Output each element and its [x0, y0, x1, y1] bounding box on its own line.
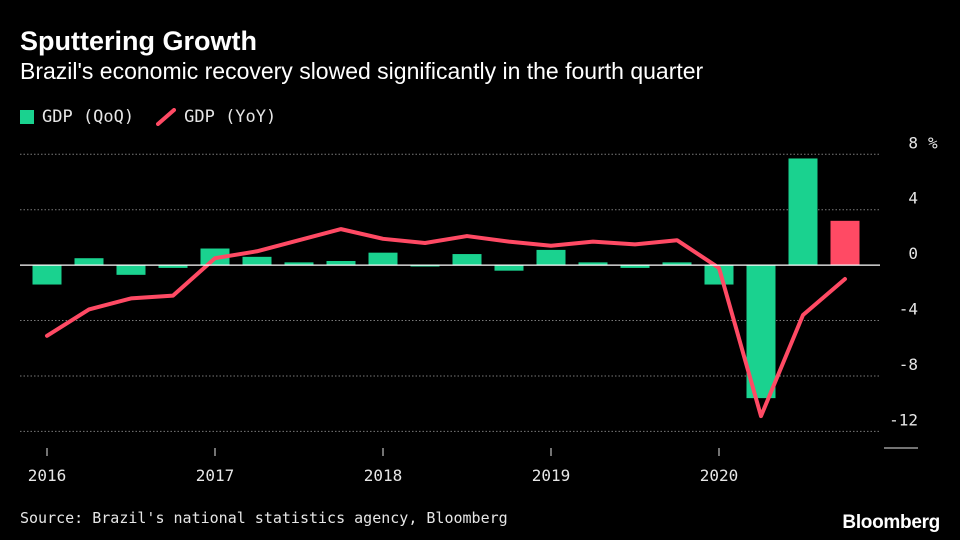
bar-Q3-2017 — [284, 262, 314, 266]
x-tick-label: 2016 — [28, 466, 67, 485]
chart-subtitle: Brazil's economic recovery slowed signif… — [20, 58, 704, 84]
line-gdp-yoy — [45, 227, 847, 419]
chart-title: Sputtering Growth — [20, 26, 257, 56]
y-tick-label: 4 — [908, 189, 918, 208]
legend: GDP (QoQ) GDP (YoY) — [20, 107, 276, 127]
x-tick-label: 2018 — [364, 466, 403, 485]
bar-Q3-2019 — [620, 265, 650, 268]
bloomberg-logo: Bloomberg — [842, 512, 940, 533]
y-unit-label: % — [928, 133, 938, 152]
bar-Q4-2020 — [830, 220, 860, 266]
x-tick-label: 2017 — [196, 466, 235, 485]
bar-Q4-2019 — [662, 262, 692, 266]
y-tick-label: -4 — [899, 300, 918, 319]
x-tick-label: 2020 — [700, 466, 739, 485]
y-tick-label: -12 — [889, 410, 918, 429]
bar-Q2-2019 — [578, 262, 608, 266]
y-tick-label: 0 — [908, 244, 918, 263]
bar-Q3-2016 — [116, 265, 146, 275]
legend-bar-swatch — [20, 110, 34, 124]
bar-Q2-2016 — [74, 258, 104, 266]
source-note: Source: Brazil's national statistics age… — [20, 509, 508, 527]
bar-Q4-2016 — [158, 265, 188, 268]
legend-line-swatch — [156, 108, 177, 126]
legend-line-label: GDP (YoY) — [184, 107, 277, 127]
legend-bar-label: GDP (QoQ) — [42, 107, 135, 127]
bar-series — [32, 158, 860, 399]
bar-Q3-2018 — [452, 254, 482, 266]
bar-Q1-2016 — [32, 265, 62, 285]
bar-Q1-2018 — [368, 252, 398, 266]
x-tick-label: 2019 — [532, 466, 571, 485]
bar-Q4-2018 — [494, 265, 524, 271]
bar-Q1-2019 — [536, 249, 566, 266]
y-tick-label: -8 — [899, 355, 918, 374]
bar-Q4-2017 — [326, 260, 356, 266]
line-series — [45, 227, 847, 419]
axes: 8 4 0 -4 -8 -12% 2016 2017 2018 2019 2020 — [20, 133, 938, 485]
bar-Q2-2018 — [410, 265, 440, 267]
bar-Q3-2020 — [788, 158, 818, 266]
bar-Q2-2017 — [242, 256, 272, 266]
y-tick-label: 8 — [908, 133, 918, 152]
